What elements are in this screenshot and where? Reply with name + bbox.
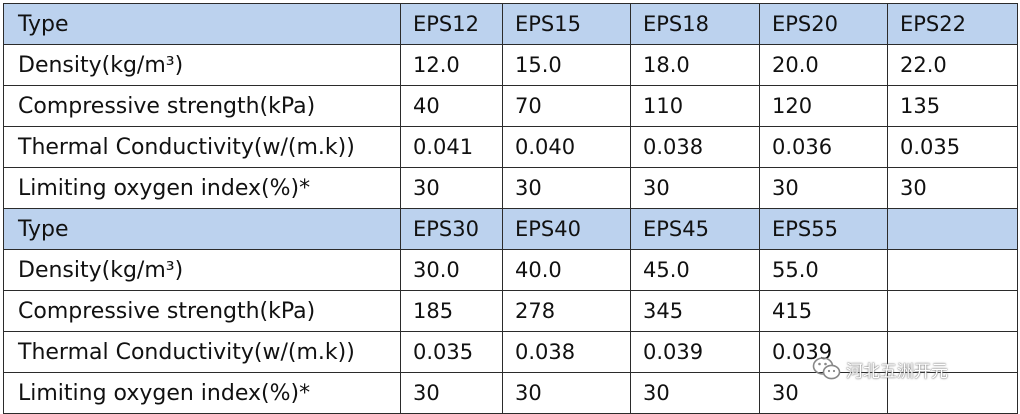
table-cell: 0.040 <box>502 126 631 168</box>
table-row-compressive-strength: Compressive strength(kPa) 40 70 110 120 … <box>3 85 1018 127</box>
table-cell: 0.038 <box>630 126 760 168</box>
table-row-thermal-conductivity: Thermal Conductivity(w/(m.k)) 0.041 0.04… <box>3 126 1018 168</box>
row-label: Limiting oxygen index(%)* <box>3 372 401 414</box>
table-cell: 415 <box>759 290 888 332</box>
header-grade: EPS30 <box>400 208 503 250</box>
row-label: Density(kg/m³) <box>3 44 401 86</box>
table-cell-empty <box>887 290 1018 332</box>
row-label: Compressive strength(kPa) <box>3 290 401 332</box>
header-type-label: Type <box>3 208 401 250</box>
header-type-label: Type <box>3 3 401 45</box>
table-cell: 278 <box>502 290 631 332</box>
table-cell-empty <box>887 331 1018 373</box>
table-cell: 0.039 <box>759 331 888 373</box>
header-grade: EPS45 <box>630 208 760 250</box>
table-row-thermal-conductivity: Thermal Conductivity(w/(m.k)) 0.035 0.03… <box>3 331 1018 373</box>
table-cell: 40 <box>400 85 503 127</box>
table-cell: 30 <box>887 167 1018 209</box>
table-cell: 22.0 <box>887 44 1018 86</box>
row-label: Thermal Conductivity(w/(m.k)) <box>3 331 401 373</box>
row-label: Density(kg/m³) <box>3 249 401 291</box>
table-cell: 45.0 <box>630 249 760 291</box>
table-cell: 0.039 <box>630 331 760 373</box>
row-label: Compressive strength(kPa) <box>3 85 401 127</box>
header-grade: EPS55 <box>759 208 888 250</box>
table-cell: 70 <box>502 85 631 127</box>
table-cell: 0.041 <box>400 126 503 168</box>
table-row-density: Density(kg/m³) 30.0 40.0 45.0 55.0 <box>3 249 1018 291</box>
eps-spec-table: Type EPS12 EPS15 EPS18 EPS20 EPS22 Densi… <box>3 3 1018 414</box>
table-cell: 30 <box>502 167 631 209</box>
header-grade-empty <box>887 208 1018 250</box>
table-cell: 55.0 <box>759 249 888 291</box>
table-cell: 40.0 <box>502 249 631 291</box>
table-cell: 30 <box>502 372 631 414</box>
table-cell: 0.038 <box>502 331 631 373</box>
table-cell: 345 <box>630 290 760 332</box>
row-label: Limiting oxygen index(%)* <box>3 167 401 209</box>
table-cell-empty <box>887 372 1018 414</box>
table-cell: 30 <box>759 372 888 414</box>
table-cell: 12.0 <box>400 44 503 86</box>
table-row-density: Density(kg/m³) 12.0 15.0 18.0 20.0 22.0 <box>3 44 1018 86</box>
table-cell: 15.0 <box>502 44 631 86</box>
table-cell-empty <box>887 249 1018 291</box>
table-cell: 185 <box>400 290 503 332</box>
table-cell: 20.0 <box>759 44 888 86</box>
row-label: Thermal Conductivity(w/(m.k)) <box>3 126 401 168</box>
header-grade: EPS22 <box>887 3 1018 45</box>
table-cell: 30 <box>630 167 760 209</box>
header-grade: EPS15 <box>502 3 631 45</box>
table-cell: 135 <box>887 85 1018 127</box>
table-cell: 30 <box>400 167 503 209</box>
table-cell: 0.035 <box>400 331 503 373</box>
header-grade: EPS12 <box>400 3 503 45</box>
header-grade: EPS40 <box>502 208 631 250</box>
table-cell: 30 <box>759 167 888 209</box>
table-cell: 30 <box>400 372 503 414</box>
header-grade: EPS20 <box>759 3 888 45</box>
table-row-compressive-strength: Compressive strength(kPa) 185 278 345 41… <box>3 290 1018 332</box>
table-cell: 120 <box>759 85 888 127</box>
table-cell: 0.035 <box>887 126 1018 168</box>
header-grade: EPS18 <box>630 3 760 45</box>
header-row-eps30-55: Type EPS30 EPS40 EPS45 EPS55 <box>3 208 1018 250</box>
table-row-oxygen-index: Limiting oxygen index(%)* 30 30 30 30 <box>3 372 1018 414</box>
table-cell: 30.0 <box>400 249 503 291</box>
table-cell: 30 <box>630 372 760 414</box>
table-cell: 18.0 <box>630 44 760 86</box>
header-row-eps12-22: Type EPS12 EPS15 EPS18 EPS20 EPS22 <box>3 3 1018 45</box>
table-cell: 0.036 <box>759 126 888 168</box>
table-row-oxygen-index: Limiting oxygen index(%)* 30 30 30 30 30 <box>3 167 1018 209</box>
table-cell: 110 <box>630 85 760 127</box>
